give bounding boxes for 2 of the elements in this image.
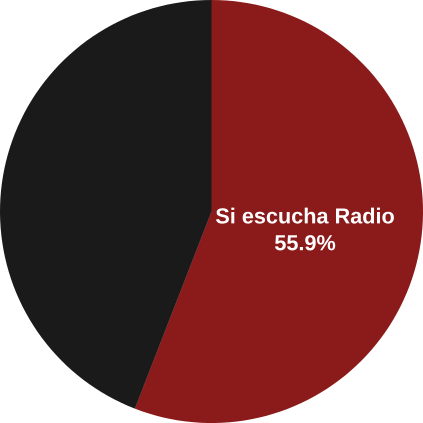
slice-label: Si escucha Radio <box>216 208 394 224</box>
data-label: 55.9% <box>274 235 336 250</box>
